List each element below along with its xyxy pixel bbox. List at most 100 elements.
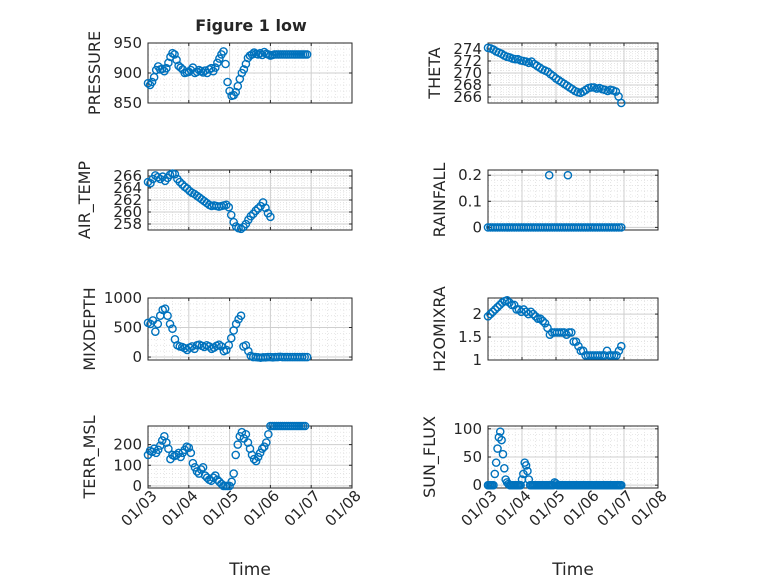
plot-frame <box>487 297 659 361</box>
data-point <box>229 217 238 227</box>
y-tick-label: 0.1 <box>458 192 482 210</box>
data-point <box>236 311 246 321</box>
axes-h2omixra: 1 1.5 2 H2OMIXRA <box>430 286 659 372</box>
y-axis-label: TERR_MSL <box>80 415 100 499</box>
data-point <box>219 47 228 56</box>
data-point <box>521 461 531 470</box>
data-point <box>611 87 621 96</box>
data-point <box>253 452 263 462</box>
data-point <box>229 469 238 478</box>
data-point <box>490 305 500 314</box>
data-point <box>170 50 179 59</box>
y-tick-label: 0 <box>472 218 482 236</box>
axes-terr_msl: 010020001/0301/0401/0501/0601/0701/08TER… <box>80 415 365 580</box>
data-point <box>493 444 502 453</box>
data-point <box>153 319 163 329</box>
y-tick-label: 274 <box>453 40 482 58</box>
data-point <box>222 345 231 355</box>
data-point <box>176 452 185 462</box>
data-point <box>211 471 220 480</box>
data-point <box>223 77 232 87</box>
data-point <box>239 65 249 74</box>
data-point <box>262 438 271 447</box>
y-axis-label: RAINFALL <box>430 163 449 238</box>
data-point <box>153 172 163 182</box>
data-point <box>523 466 532 476</box>
data-point <box>143 78 153 88</box>
data-point <box>562 330 571 340</box>
data-point <box>607 351 617 360</box>
data-point <box>170 169 180 179</box>
data-point <box>186 448 196 458</box>
y-tick-label: 1 <box>472 351 482 369</box>
y-tick-label: 264 <box>113 179 142 197</box>
data-point <box>188 458 198 468</box>
data-point <box>249 454 259 464</box>
data-point <box>531 312 540 321</box>
data-point <box>486 309 495 319</box>
y-axis-label: H2OMIXRA <box>430 286 449 372</box>
data-point <box>616 98 626 108</box>
data-point <box>616 341 626 351</box>
data-point <box>302 352 312 362</box>
data-point <box>507 300 517 310</box>
data-point <box>509 300 519 310</box>
data-point <box>214 340 224 349</box>
y-tick-label: 260 <box>113 203 142 221</box>
data-point <box>489 480 498 490</box>
data-point <box>226 333 236 343</box>
data-point <box>612 351 621 360</box>
y-tick-label: 50 <box>463 448 482 466</box>
data-point <box>264 429 273 439</box>
data-point <box>198 463 208 472</box>
data-point <box>587 83 596 92</box>
data-point <box>526 307 536 317</box>
data-point <box>215 54 224 63</box>
data-point <box>192 67 202 77</box>
y-tick-label: 258 <box>113 215 142 233</box>
data-point <box>221 59 230 69</box>
data-point <box>563 170 573 180</box>
data-point <box>192 467 202 476</box>
y-tick-label: 0 <box>132 477 142 495</box>
data-point <box>146 178 155 188</box>
data-point <box>157 64 167 74</box>
y-tick-label: 0 <box>472 476 482 494</box>
data-point <box>162 63 171 73</box>
data-point <box>538 316 548 326</box>
data-point <box>564 328 574 337</box>
data-point <box>494 432 504 442</box>
data-point <box>258 198 268 207</box>
data-point <box>163 311 172 321</box>
data-point <box>571 337 581 346</box>
data-point <box>609 351 619 360</box>
y-tick-label: 200 <box>113 436 142 454</box>
y-tick-label: 266 <box>453 88 482 106</box>
y-tick-label: 900 <box>113 64 142 82</box>
data-point <box>164 444 173 454</box>
axes-pressure: 850 900 950 PRESSURE <box>85 31 353 115</box>
y-axis-label: SUN_FLUX <box>420 416 440 498</box>
data-point <box>497 435 506 445</box>
data-point <box>165 319 175 329</box>
data-point <box>180 182 190 192</box>
data-point <box>528 309 538 319</box>
data-point <box>544 170 554 180</box>
data-point <box>246 211 256 221</box>
data-point <box>498 449 508 459</box>
data-point <box>612 223 621 232</box>
data-point <box>495 427 505 436</box>
data-point <box>168 324 177 334</box>
data-point <box>177 180 187 189</box>
data-point <box>153 445 163 455</box>
data-point <box>536 314 545 323</box>
plot-frame <box>147 425 353 489</box>
y-axis-label: THETA <box>425 47 444 99</box>
y-axis-label: MIXDEPTH <box>80 287 99 370</box>
y-tick-label: 270 <box>453 64 482 82</box>
data-point <box>213 58 222 68</box>
data-point <box>251 456 261 466</box>
data-point <box>578 346 588 356</box>
y-tick-label: 850 <box>113 94 142 112</box>
